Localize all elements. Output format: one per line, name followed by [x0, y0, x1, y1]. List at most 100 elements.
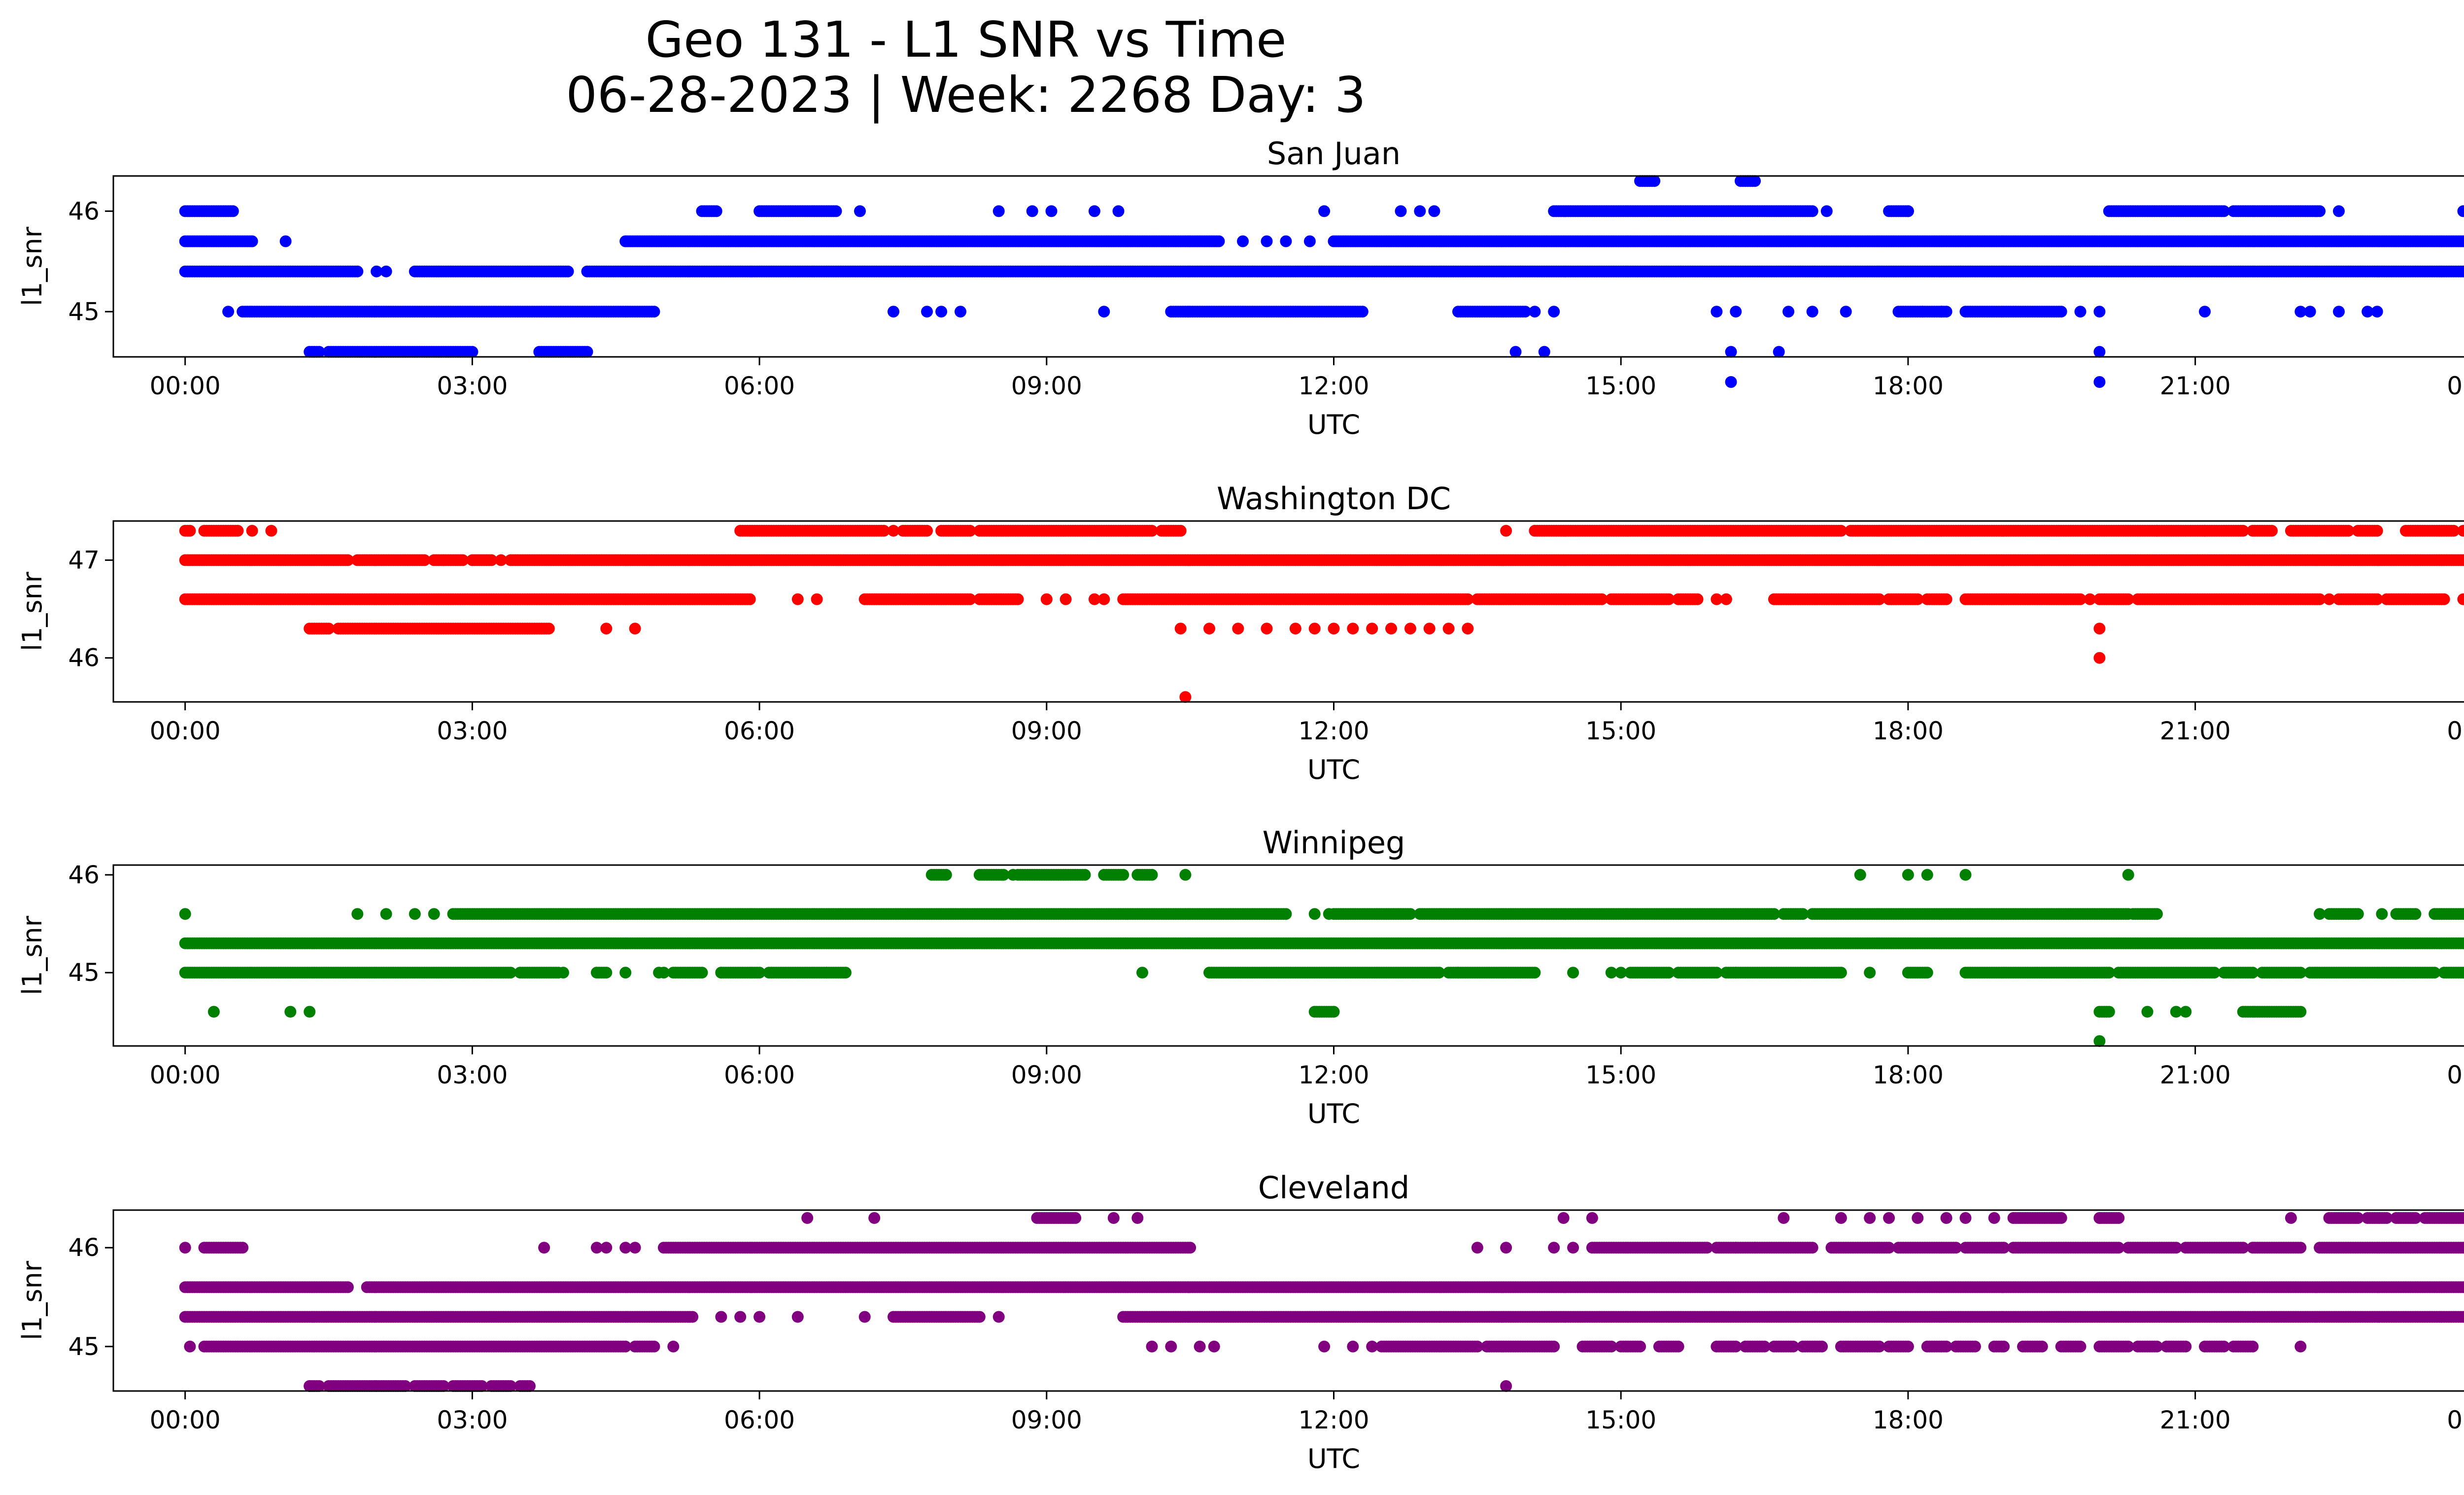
data-point: [1529, 306, 1541, 318]
data-point: [921, 524, 933, 537]
data-point: [1012, 593, 1024, 605]
data-point: [1782, 306, 1795, 318]
figure-title-line-2: 06-28-2023 | Week: 2268 Day: 3: [566, 66, 1366, 124]
y-tick-label: 46: [68, 197, 100, 225]
data-point: [1749, 175, 1761, 187]
data-point: [1213, 235, 1225, 247]
data-point: [1725, 346, 1737, 358]
data-point: [935, 306, 948, 318]
data-point: [1902, 205, 1914, 217]
y-axis-label: l1_snr: [17, 226, 48, 306]
x-tick-label: 06:00: [724, 372, 795, 400]
data-point: [581, 346, 593, 358]
x-axis-label: UTC: [1307, 409, 1360, 440]
data-point: [265, 524, 277, 537]
data-point: [1328, 623, 1340, 635]
data-point: [184, 524, 196, 537]
y-axis-label: l1_snr: [17, 571, 48, 651]
data-point: [2151, 524, 2163, 537]
data-point: [2199, 524, 2211, 537]
data-point: [1088, 205, 1100, 217]
x-tick-label: 18:00: [1873, 372, 1944, 400]
data-point: [222, 306, 235, 318]
data-point: [1232, 623, 1244, 635]
data-point: [600, 623, 613, 635]
data-point: [232, 524, 244, 537]
data-point: [2093, 623, 2106, 635]
data-point: [246, 524, 258, 537]
x-tick-label: 00:00: [2447, 717, 2464, 745]
data-point: [1112, 205, 1125, 217]
data-point: [1940, 593, 1952, 605]
x-tick-label: 03:00: [437, 717, 508, 745]
data-point: [1820, 205, 1833, 217]
data-point: [1356, 306, 1369, 318]
data-point: [1237, 235, 1249, 247]
y-tick-label: 47: [68, 546, 100, 574]
data-point: [1347, 623, 1359, 635]
data-point: [1261, 235, 1273, 247]
data-point: [380, 265, 392, 278]
data-point: [1711, 306, 1723, 318]
x-tick-label: 03:00: [437, 372, 508, 400]
data-point: [1935, 306, 1948, 318]
x-tick-label: 12:00: [1298, 717, 1369, 745]
data-point: [1462, 623, 1474, 635]
data-point: [854, 205, 866, 217]
data-point: [1428, 205, 1440, 217]
data-point: [466, 346, 479, 358]
data-point: [955, 306, 966, 318]
data-point: [1730, 306, 1742, 318]
data-point: [1648, 175, 1661, 187]
data-point: [1174, 524, 1187, 537]
data-point: [2438, 593, 2450, 605]
subplot-title: Winnipeg: [1263, 825, 1405, 861]
subplot-title: San Juan: [1267, 136, 1401, 172]
x-tick-label: 18:00: [1873, 717, 1944, 745]
data-point: [1509, 346, 1522, 358]
data-point: [830, 205, 842, 217]
data-point: [2218, 205, 2230, 217]
data-point: [227, 205, 239, 217]
data-point: [1500, 524, 1512, 537]
data-point: [1280, 235, 1292, 247]
data-point: [562, 265, 574, 278]
data-point: [1725, 376, 1737, 388]
data-point: [1318, 205, 1331, 217]
data-point: [1385, 623, 1397, 635]
data-point: [2084, 593, 2096, 605]
x-tick-label: 12:00: [1298, 372, 1369, 400]
data-point: [495, 554, 507, 566]
x-tick-label: 21:00: [2160, 372, 2231, 400]
data-point: [710, 205, 722, 217]
data-point: [1303, 235, 1316, 247]
subplot-title: Washington DC: [1217, 481, 1451, 517]
data-point: [2093, 652, 2106, 664]
data-point: [2333, 205, 2345, 217]
data-point: [2314, 205, 2326, 217]
data-point: [2304, 306, 2316, 318]
data-point: [438, 554, 450, 566]
data-point: [2093, 346, 2106, 358]
data-point: [1720, 593, 1732, 605]
data-point: [2199, 306, 2211, 318]
data-point: [921, 306, 933, 318]
data-point: [2462, 237, 2464, 246]
data-point: [1026, 205, 1038, 217]
data-point: [1538, 346, 1550, 358]
data-point: [791, 593, 804, 605]
data-point: [2371, 524, 2383, 537]
data-point: [2055, 306, 2067, 318]
x-tick-label: 09:00: [1011, 372, 1082, 400]
x-tick-label: 00:00: [2447, 372, 2464, 400]
data-point: [744, 593, 756, 605]
data-point: [1079, 869, 1091, 881]
data-point: [246, 235, 258, 247]
data-point: [1040, 593, 1053, 605]
data-point: [2333, 306, 2345, 318]
data-point: [1308, 623, 1321, 635]
data-point: [1806, 205, 1818, 217]
